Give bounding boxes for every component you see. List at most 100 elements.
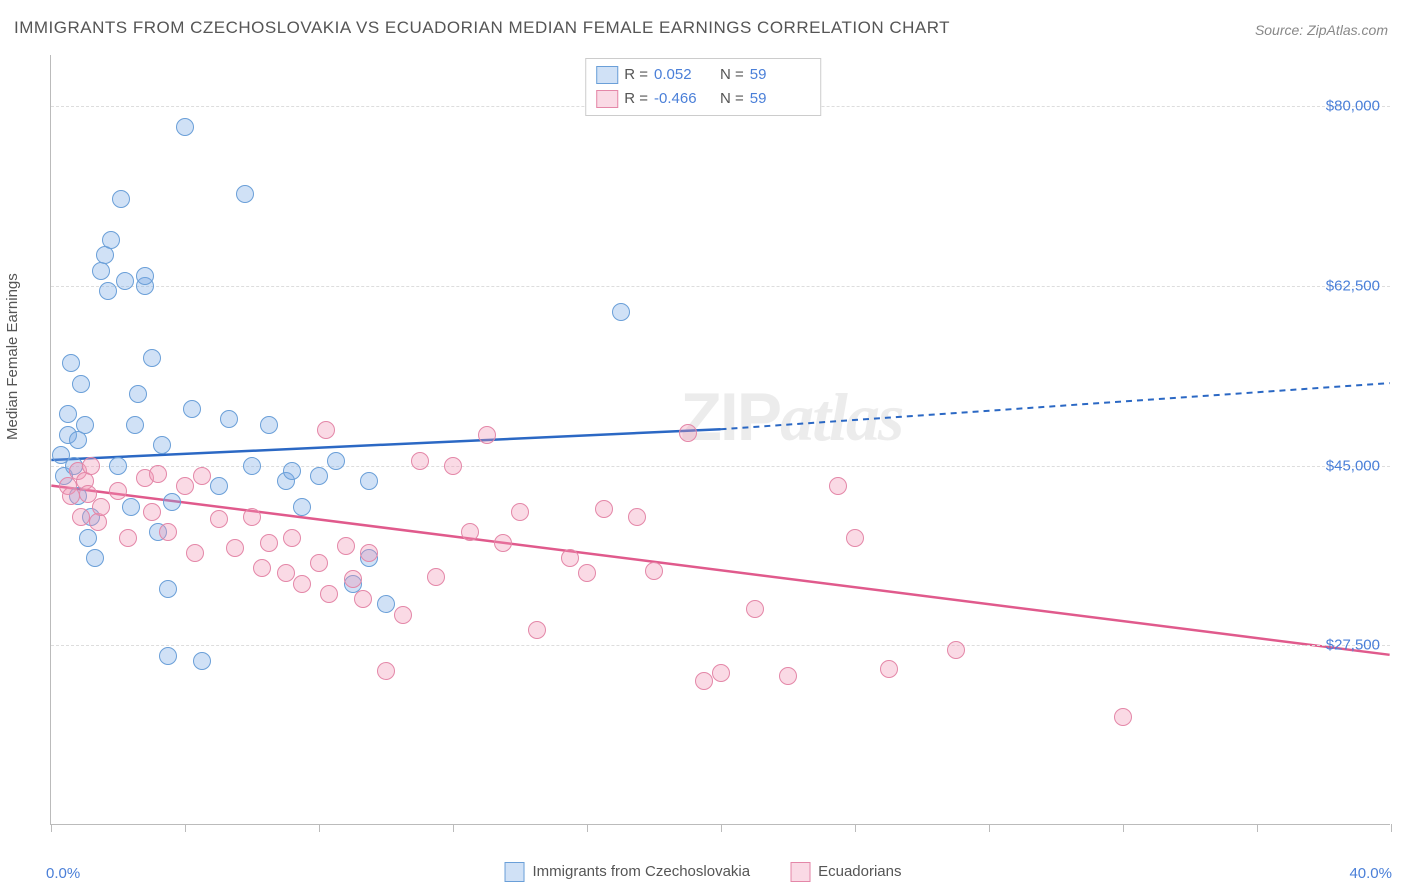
gridline xyxy=(51,286,1390,287)
data-point xyxy=(176,477,194,495)
data-point xyxy=(1114,708,1132,726)
n-label: N = xyxy=(720,87,744,111)
data-point xyxy=(243,457,261,475)
data-point xyxy=(226,539,244,557)
legend-swatch xyxy=(596,66,618,84)
data-point xyxy=(695,672,713,690)
y-tick-label: $62,500 xyxy=(1326,278,1380,295)
data-point xyxy=(310,554,328,572)
data-point xyxy=(461,523,479,541)
y-axis-label: Median Female Earnings xyxy=(4,273,21,440)
data-point xyxy=(310,467,328,485)
data-point xyxy=(129,385,147,403)
legend-item: Immigrants from Czechoslovakia xyxy=(505,862,751,882)
correlation-legend: R =0.052N =59R =-0.466N =59 xyxy=(585,58,821,116)
x-tick xyxy=(587,824,588,832)
data-point xyxy=(186,544,204,562)
data-point xyxy=(377,595,395,613)
data-point xyxy=(89,513,107,531)
data-point xyxy=(153,436,171,454)
data-point xyxy=(210,477,228,495)
data-point xyxy=(561,549,579,567)
plot-area: ZIPAtlas $27,500$45,000$62,500$80,000 xyxy=(50,55,1390,825)
data-point xyxy=(79,529,97,547)
data-point xyxy=(444,457,462,475)
chart-title: IMMIGRANTS FROM CZECHOSLOVAKIA VS ECUADO… xyxy=(14,18,950,38)
data-point xyxy=(327,452,345,470)
data-point xyxy=(220,410,238,428)
data-point xyxy=(109,482,127,500)
legend-swatch xyxy=(790,862,810,882)
gridline xyxy=(51,645,1390,646)
data-point xyxy=(92,498,110,516)
legend-item: Ecuadorians xyxy=(790,862,901,882)
data-point xyxy=(880,660,898,678)
data-point xyxy=(277,564,295,582)
data-point xyxy=(320,585,338,603)
data-point xyxy=(528,621,546,639)
r-label: R = xyxy=(624,87,648,111)
x-tick xyxy=(1257,824,1258,832)
data-point xyxy=(317,421,335,439)
x-tick xyxy=(453,824,454,832)
r-label: R = xyxy=(624,63,648,87)
data-point xyxy=(112,190,130,208)
data-point xyxy=(746,600,764,618)
data-point xyxy=(260,534,278,552)
data-point xyxy=(62,354,80,372)
data-point xyxy=(109,457,127,475)
data-point xyxy=(947,641,965,659)
correlation-legend-row: R =0.052N =59 xyxy=(596,63,810,87)
y-tick-label: $45,000 xyxy=(1326,457,1380,474)
x-tick xyxy=(721,824,722,832)
correlation-legend-row: R =-0.466N =59 xyxy=(596,87,810,111)
data-point xyxy=(122,498,140,516)
legend-swatch xyxy=(505,862,525,882)
data-point xyxy=(149,465,167,483)
data-point xyxy=(102,231,120,249)
data-point xyxy=(846,529,864,547)
data-point xyxy=(411,452,429,470)
data-point xyxy=(712,664,730,682)
data-point xyxy=(253,559,271,577)
data-point xyxy=(337,537,355,555)
data-point xyxy=(76,416,94,434)
n-value: 59 xyxy=(750,87,810,111)
data-point xyxy=(478,426,496,444)
data-point xyxy=(86,549,104,567)
x-tick xyxy=(1391,824,1392,832)
x-tick xyxy=(185,824,186,832)
data-point xyxy=(236,185,254,203)
data-point xyxy=(628,508,646,526)
data-point xyxy=(511,503,529,521)
x-axis-max-label: 40.0% xyxy=(1349,865,1392,882)
data-point xyxy=(354,590,372,608)
legend-swatch xyxy=(596,90,618,108)
data-point xyxy=(176,118,194,136)
x-axis-min-label: 0.0% xyxy=(46,865,80,882)
data-point xyxy=(427,568,445,586)
data-point xyxy=(293,575,311,593)
x-tick xyxy=(855,824,856,832)
r-value: 0.052 xyxy=(654,63,714,87)
data-point xyxy=(59,405,77,423)
data-point xyxy=(360,544,378,562)
series-legend: Immigrants from Czechoslovakia Ecuadorian… xyxy=(505,862,902,882)
y-tick-label: $27,500 xyxy=(1326,637,1380,654)
data-point xyxy=(595,500,613,518)
data-point xyxy=(283,462,301,480)
data-point xyxy=(360,472,378,490)
data-point xyxy=(72,508,90,526)
data-point xyxy=(829,477,847,495)
data-point xyxy=(96,246,114,264)
data-point xyxy=(159,580,177,598)
data-point xyxy=(72,375,90,393)
data-point xyxy=(344,570,362,588)
y-tick-label: $80,000 xyxy=(1326,98,1380,115)
data-point xyxy=(679,424,697,442)
data-point xyxy=(183,400,201,418)
data-point xyxy=(143,503,161,521)
data-point xyxy=(116,272,134,290)
data-point xyxy=(136,267,154,285)
x-tick xyxy=(1123,824,1124,832)
